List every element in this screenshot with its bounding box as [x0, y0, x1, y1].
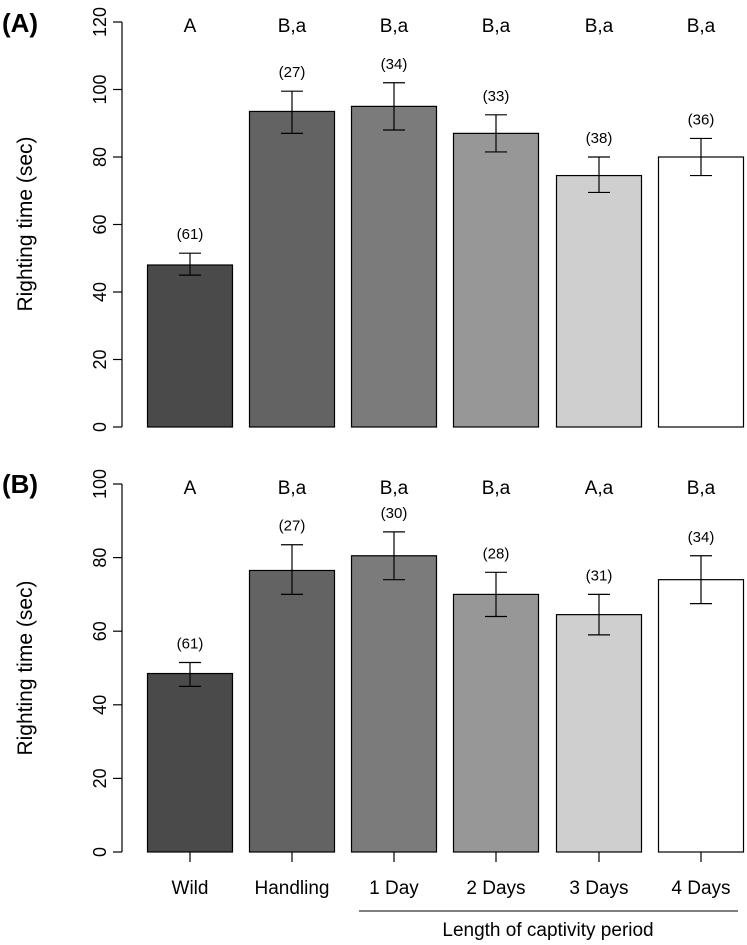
sample-size-label: (28): [483, 545, 510, 562]
significance-label: B,a: [380, 478, 409, 499]
y-tick-label: 80: [90, 548, 110, 568]
panel-label: (B): [2, 469, 38, 499]
bar: [555, 174, 643, 428]
sample-size-label: (34): [688, 529, 715, 546]
y-tick-label: 40: [90, 695, 110, 715]
y-tick-label: 80: [90, 147, 110, 167]
sample-size-label: (33): [483, 88, 510, 105]
y-tick-label: 20: [90, 768, 110, 788]
group-label: Length of captivity period: [442, 920, 653, 941]
significance-label: B,a: [482, 478, 511, 499]
x-tick-label: Wild: [172, 878, 209, 899]
panel-label: (A): [2, 8, 38, 38]
significance-label: A: [184, 16, 197, 37]
y-tick-label: 120: [90, 7, 110, 37]
bar: [350, 555, 438, 853]
bar: [657, 156, 745, 428]
bar: [248, 569, 336, 853]
significance-label: B,a: [482, 16, 511, 37]
y-tick-label: 100: [90, 74, 110, 104]
sample-size-label: (30): [381, 505, 408, 522]
y-tick-label: 60: [90, 621, 110, 641]
sample-size-label: (36): [688, 111, 715, 128]
significance-label: B,a: [687, 478, 716, 499]
x-tick-label: 3 Days: [569, 878, 628, 899]
y-tick-label: 60: [90, 214, 110, 234]
y-tick-label: 40: [90, 282, 110, 302]
x-tick-label: 2 Days: [466, 878, 525, 899]
bar: [350, 105, 438, 428]
bar: [452, 132, 540, 428]
sample-size-label: (27): [279, 64, 306, 81]
y-tick-label: 0: [90, 422, 110, 432]
sample-size-label: (61): [177, 635, 204, 652]
sample-size-label: (61): [177, 226, 204, 243]
significance-label: B,a: [687, 16, 716, 37]
significance-label: B,a: [278, 16, 307, 37]
y-tick-label: 100: [90, 469, 110, 499]
significance-label: A: [184, 478, 197, 499]
sample-size-label: (27): [279, 518, 306, 535]
bar: [452, 593, 540, 853]
bar: [657, 579, 745, 853]
bar: [146, 264, 234, 428]
y-axis-label: Righting time (sec): [14, 136, 37, 311]
significance-label: B,a: [585, 16, 614, 37]
y-axis-label: Righting time (sec): [14, 580, 37, 755]
x-tick-label: 1 Day: [369, 878, 419, 899]
bar: [248, 110, 336, 428]
sample-size-label: (34): [381, 56, 408, 73]
bar: [555, 614, 643, 853]
y-tick-label: 20: [90, 349, 110, 369]
sample-size-label: (31): [586, 567, 613, 584]
significance-label: B,a: [278, 478, 307, 499]
y-tick-label: 0: [90, 847, 110, 857]
x-tick-label: Handling: [255, 878, 330, 899]
bar: [146, 672, 234, 853]
x-tick-label: 4 Days: [671, 878, 730, 899]
significance-label: A,a: [585, 478, 614, 499]
sample-size-label: (38): [586, 130, 613, 147]
significance-label: B,a: [380, 16, 409, 37]
